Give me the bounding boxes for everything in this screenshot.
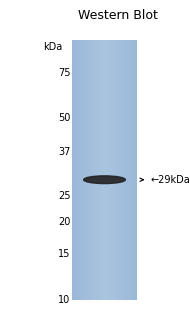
- Bar: [99, 40, 101, 300]
- Bar: [115, 40, 117, 300]
- Bar: [83, 40, 84, 300]
- Bar: [123, 40, 124, 300]
- Bar: [75, 40, 77, 300]
- Bar: [107, 40, 108, 300]
- Ellipse shape: [84, 176, 125, 184]
- Bar: [109, 40, 110, 300]
- Bar: [93, 40, 94, 300]
- Text: Western Blot: Western Blot: [78, 9, 158, 22]
- Bar: [92, 40, 93, 300]
- Bar: [89, 40, 91, 300]
- Bar: [126, 40, 127, 300]
- Bar: [111, 40, 112, 300]
- Bar: [131, 40, 133, 300]
- Bar: [73, 40, 75, 300]
- Bar: [132, 40, 134, 300]
- Bar: [122, 40, 123, 300]
- Bar: [128, 40, 130, 300]
- Bar: [117, 40, 119, 300]
- Bar: [113, 40, 115, 300]
- Bar: [72, 40, 137, 300]
- Bar: [94, 40, 95, 300]
- Text: 15: 15: [58, 249, 70, 259]
- Bar: [87, 40, 89, 300]
- Text: 20: 20: [58, 217, 70, 226]
- Bar: [108, 40, 109, 300]
- Bar: [134, 40, 135, 300]
- Bar: [124, 40, 125, 300]
- Bar: [136, 40, 137, 300]
- Bar: [130, 40, 132, 300]
- Bar: [135, 40, 136, 300]
- Bar: [105, 40, 106, 300]
- Bar: [78, 40, 79, 300]
- Text: 75: 75: [58, 68, 70, 78]
- Bar: [101, 40, 103, 300]
- Bar: [114, 40, 116, 300]
- Bar: [95, 40, 96, 300]
- Text: 25: 25: [58, 192, 70, 201]
- Bar: [110, 40, 111, 300]
- Text: ←29kDa: ←29kDa: [140, 175, 190, 185]
- Bar: [77, 40, 78, 300]
- Bar: [103, 40, 105, 300]
- Bar: [86, 40, 88, 300]
- Bar: [96, 40, 97, 300]
- Bar: [72, 40, 74, 300]
- Bar: [85, 40, 87, 300]
- Bar: [90, 40, 92, 300]
- Bar: [127, 40, 129, 300]
- Text: 37: 37: [58, 147, 70, 157]
- Bar: [74, 40, 76, 300]
- Bar: [120, 40, 121, 300]
- Bar: [82, 40, 83, 300]
- Bar: [112, 40, 113, 300]
- Bar: [119, 40, 120, 300]
- Bar: [81, 40, 82, 300]
- Bar: [80, 40, 81, 300]
- Text: 50: 50: [58, 113, 70, 123]
- Bar: [84, 40, 86, 300]
- Bar: [102, 40, 104, 300]
- Bar: [97, 40, 98, 300]
- Text: 10: 10: [58, 295, 70, 305]
- Bar: [100, 40, 102, 300]
- Bar: [121, 40, 122, 300]
- Text: kDa: kDa: [44, 42, 63, 53]
- Bar: [79, 40, 80, 300]
- Bar: [98, 40, 100, 300]
- Bar: [129, 40, 131, 300]
- Bar: [125, 40, 126, 300]
- Bar: [88, 40, 90, 300]
- Bar: [116, 40, 118, 300]
- Bar: [106, 40, 107, 300]
